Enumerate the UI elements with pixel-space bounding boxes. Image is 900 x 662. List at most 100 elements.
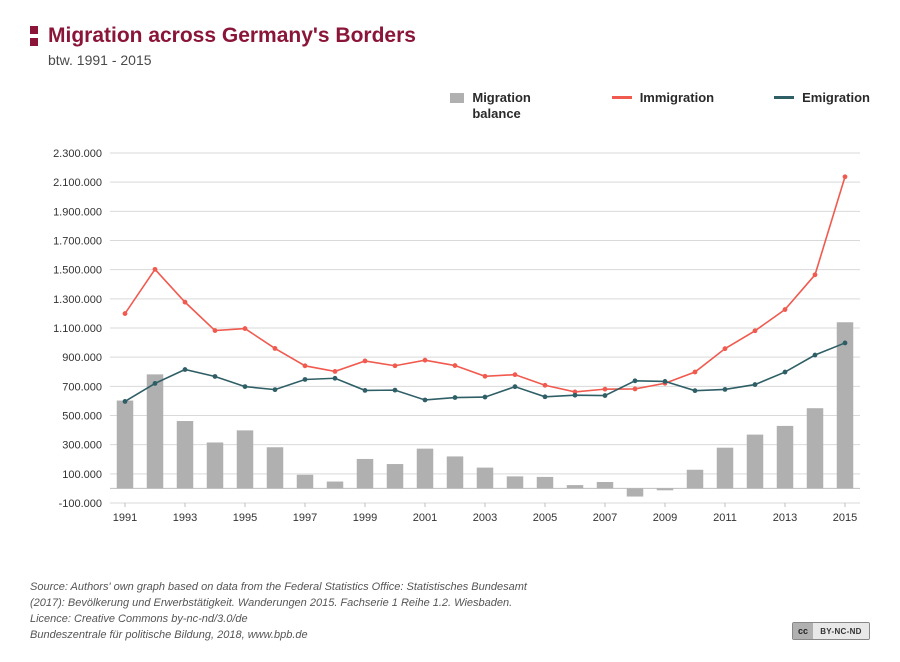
immigration-marker — [783, 307, 788, 312]
immigration-marker — [693, 370, 698, 375]
emigration-marker — [393, 388, 398, 393]
y-tick-label: -100.000 — [59, 498, 102, 510]
balance-bar — [777, 426, 794, 489]
balance-bar — [627, 489, 644, 497]
emigration-marker — [423, 398, 428, 403]
y-tick-label: 900.000 — [62, 352, 102, 364]
emigration-marker — [753, 382, 758, 387]
y-tick-label: 1.900.000 — [53, 207, 102, 219]
immigration-marker — [153, 267, 158, 272]
immigration-marker — [513, 372, 518, 377]
emigration-marker — [363, 388, 368, 393]
legend-swatch-balance — [450, 93, 464, 103]
emigration-marker — [813, 353, 818, 358]
emigration-marker — [843, 341, 848, 346]
legend-label-immigration: Immigration — [640, 90, 714, 106]
y-tick-label: 2.100.000 — [53, 177, 102, 189]
x-tick-label: 2011 — [713, 512, 737, 524]
chart-title: Migration across Germany's Borders — [48, 24, 416, 48]
emigration-marker — [123, 399, 128, 404]
immigration-marker — [423, 358, 428, 363]
immigration-marker — [843, 175, 848, 180]
footer-source: Source: Authors' own graph based on data… — [30, 580, 527, 644]
x-tick-label: 1997 — [293, 512, 317, 524]
legend-item-emigration: Emigration — [774, 90, 870, 121]
emigration-marker — [513, 384, 518, 389]
balance-bar — [207, 443, 224, 489]
x-tick-label: 2015 — [833, 512, 857, 524]
emigration-marker — [333, 376, 338, 381]
balance-bar — [687, 470, 704, 489]
footer-line-2: (2017): Bevölkerung und Erwerbstätigkeit… — [30, 596, 527, 612]
immigration-marker — [243, 326, 248, 331]
emigration-marker — [663, 379, 668, 384]
immigration-marker — [813, 273, 818, 278]
chart-svg: -100.000 100.000 300.000 500.000 700.000 900.… — [40, 143, 870, 533]
balance-bar — [657, 489, 674, 491]
emigration-marker — [783, 370, 788, 375]
emigration-marker — [153, 381, 158, 386]
legend-item-balance: Migration balance — [450, 90, 552, 121]
y-tick-label: 2.300.000 — [53, 148, 102, 160]
footer-line-1: Source: Authors' own graph based on data… — [30, 580, 527, 596]
title-marker-icon — [30, 26, 38, 46]
chart-area: -100.000 100.000 300.000 500.000 700.000 900.… — [40, 143, 870, 533]
balance-bar — [267, 447, 284, 488]
y-tick-label: 1.300.000 — [53, 294, 102, 306]
balance-bar — [747, 435, 764, 489]
footer-line-3: Licence: Creative Commons by-nc-nd/3.0/d… — [30, 612, 527, 628]
balance-bar — [237, 431, 254, 489]
x-tick-label: 2007 — [593, 512, 617, 524]
immigration-marker — [603, 387, 608, 392]
immigration-marker — [213, 328, 218, 333]
emigration-marker — [273, 387, 278, 392]
immigration-marker — [333, 369, 338, 374]
emigration-marker — [183, 367, 188, 372]
emigration-marker — [303, 377, 308, 382]
legend-swatch-emigration — [774, 96, 794, 99]
immigration-marker — [393, 364, 398, 369]
immigration-marker — [633, 387, 638, 392]
balance-bar — [447, 457, 464, 489]
emigration-marker — [723, 387, 728, 392]
immigration-marker — [183, 300, 188, 305]
emigration-marker — [243, 384, 248, 389]
x-tick-label: 1993 — [173, 512, 197, 524]
y-tick-label: 500.000 — [62, 411, 102, 423]
emigration-marker — [633, 379, 638, 384]
balance-bar — [147, 375, 164, 489]
legend-label-emigration: Emigration — [802, 90, 870, 106]
y-tick-label: 700.000 — [62, 382, 102, 394]
emigration-marker — [543, 395, 548, 400]
y-tick-label: 1.700.000 — [53, 236, 102, 248]
balance-bar — [177, 421, 194, 488]
immigration-marker — [753, 329, 758, 334]
balance-bar — [357, 459, 374, 488]
emigration-marker — [603, 393, 608, 398]
balance-bar — [717, 448, 734, 489]
immigration-marker — [273, 346, 278, 351]
immigration-line — [125, 177, 845, 392]
y-tick-label: 1.500.000 — [53, 265, 102, 277]
emigration-line — [125, 343, 845, 401]
emigration-marker — [693, 388, 698, 393]
balance-bar — [297, 475, 314, 489]
license-text: BY-NC-ND — [813, 623, 869, 639]
title-row: Migration across Germany's Borders — [30, 24, 870, 48]
emigration-marker — [483, 395, 488, 400]
cc-icon: cc — [793, 623, 813, 639]
immigration-marker — [303, 364, 308, 369]
y-tick-label: 300.000 — [62, 440, 102, 452]
x-tick-label: 2005 — [533, 512, 557, 524]
legend-label-balance: Migration balance — [472, 90, 551, 121]
x-tick-label: 2001 — [413, 512, 437, 524]
x-tick-label: 1991 — [113, 512, 137, 524]
immigration-marker — [453, 363, 458, 368]
immigration-marker — [543, 383, 548, 388]
footer-line-4: Bundeszentrale für politische Bildung, 2… — [30, 628, 527, 644]
x-tick-label: 2003 — [473, 512, 497, 524]
license-badge: cc BY-NC-ND — [792, 622, 870, 640]
balance-bar — [417, 449, 434, 489]
x-tick-label: 1999 — [353, 512, 377, 524]
y-tick-label: 100.000 — [62, 469, 102, 481]
